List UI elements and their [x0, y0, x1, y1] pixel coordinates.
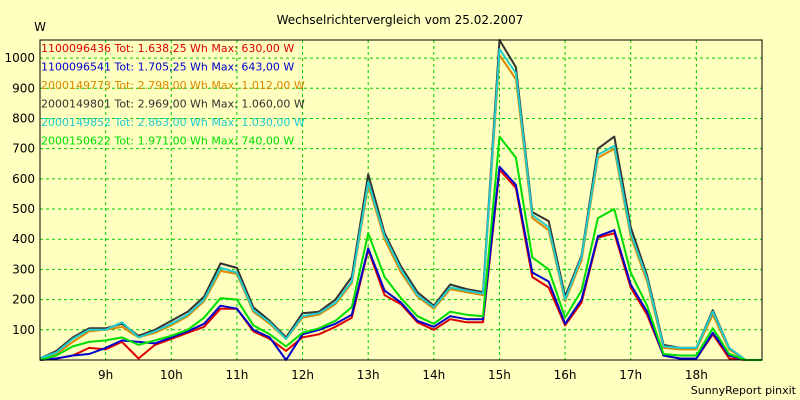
legend: 1100096436 Tot: 1.638,25 Wh Max: 630,00 …: [41, 42, 305, 148]
series-lines: [39, 39, 762, 361]
plot-area: [39, 39, 763, 361]
series-line-2: [39, 165, 762, 361]
footer-credit: SunnyReport pinxit: [691, 384, 797, 397]
series-line-6: [39, 135, 762, 361]
x-tick-label: 14h: [422, 368, 445, 382]
x-tick-label: 17h: [619, 368, 642, 382]
y-tick-label: 800: [12, 111, 35, 125]
x-tick-label: 18h: [685, 368, 708, 382]
y-axis-ticks: 100 200 300 400 500 600 700 800 900 1000: [4, 51, 35, 337]
x-tick-label: 10h: [160, 368, 183, 382]
x-tick-label: 16h: [554, 368, 577, 382]
y-tick-label: 600: [12, 172, 35, 186]
x-tick-label: 15h: [488, 368, 511, 382]
legend-entry-4: 2000149801 Tot: 2.969,00 Wh Max: 1.060,0…: [41, 98, 305, 111]
series-line-4: [39, 39, 762, 361]
y-tick-label: 400: [12, 232, 35, 246]
y-tick-label: 900: [12, 81, 35, 95]
y-axis-label: W: [34, 20, 46, 34]
y-tick-label: 1000: [4, 51, 35, 65]
y-tick-label: 500: [12, 202, 35, 216]
x-axis-ticks: 9h 10h 11h 12h 13h 14h 15h 16h 17h 18h: [98, 368, 708, 382]
y-tick-label: 700: [12, 142, 35, 156]
y-tick-label: 200: [12, 293, 35, 307]
series-line-3: [39, 54, 762, 361]
legend-entry-2: 1100096541 Tot: 1.705,25 Wh Max: 643,00 …: [41, 61, 294, 74]
series-line-1: [39, 168, 762, 361]
x-tick-label: 11h: [225, 368, 248, 382]
legend-entry-5: 2000149852 Tot: 2.863,00 Wh Max: 1.030,0…: [41, 116, 305, 129]
x-tick-label: 9h: [98, 368, 113, 382]
legend-entry-3: 2000149773 Tot: 2.798,00 Wh Max: 1.012,0…: [41, 79, 305, 92]
legend-entry-6: 2000150622 Tot: 1.971,00 Wh Max: 740,00 …: [41, 135, 294, 148]
series-line-5: [39, 48, 762, 361]
chart-title: Wechselrichtervergleich vom 25.02.2007: [277, 13, 524, 27]
legend-entry-1: 1100096436 Tot: 1.638,25 Wh Max: 630,00 …: [41, 42, 294, 55]
y-tick-label: 100: [12, 323, 35, 337]
y-tick-label: 300: [12, 262, 35, 276]
x-tick-label: 13h: [357, 368, 380, 382]
x-tick-label: 12h: [291, 368, 314, 382]
